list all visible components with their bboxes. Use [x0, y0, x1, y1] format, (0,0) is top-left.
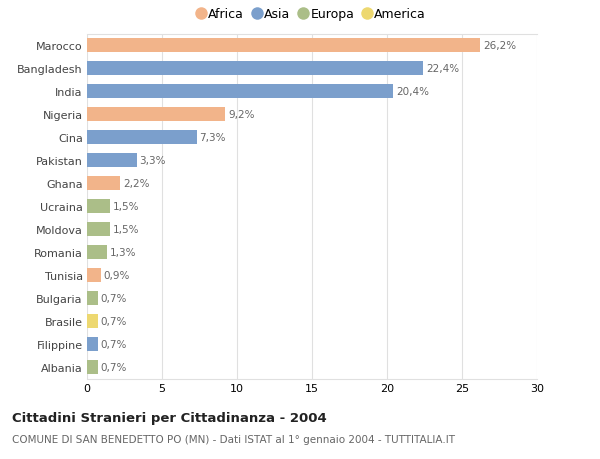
- Legend: Africa, Asia, Europa, America: Africa, Asia, Europa, America: [198, 8, 426, 21]
- Bar: [87, 62, 423, 76]
- Bar: [87, 360, 97, 374]
- Text: 1,3%: 1,3%: [110, 247, 136, 257]
- Text: 9,2%: 9,2%: [228, 110, 254, 120]
- Bar: [87, 39, 480, 53]
- Text: 0,9%: 0,9%: [104, 270, 130, 280]
- Text: COMUNE DI SAN BENEDETTO PO (MN) - Dati ISTAT al 1° gennaio 2004 - TUTTITALIA.IT: COMUNE DI SAN BENEDETTO PO (MN) - Dati I…: [12, 434, 455, 444]
- Text: 3,3%: 3,3%: [139, 156, 166, 166]
- Bar: [87, 314, 97, 328]
- Bar: [87, 223, 110, 236]
- Bar: [87, 337, 97, 351]
- Text: 0,7%: 0,7%: [101, 339, 127, 349]
- Bar: [87, 269, 101, 282]
- Text: Cittadini Stranieri per Cittadinanza - 2004: Cittadini Stranieri per Cittadinanza - 2…: [12, 411, 327, 424]
- Text: 20,4%: 20,4%: [396, 87, 429, 97]
- Text: 0,7%: 0,7%: [101, 362, 127, 372]
- Bar: [87, 177, 120, 190]
- Bar: [87, 154, 137, 168]
- Text: 7,3%: 7,3%: [199, 133, 226, 143]
- Text: 2,2%: 2,2%: [123, 179, 149, 189]
- Bar: [87, 108, 225, 122]
- Text: 1,5%: 1,5%: [113, 224, 139, 235]
- Bar: [87, 200, 110, 213]
- Text: 26,2%: 26,2%: [483, 41, 516, 51]
- Text: 0,7%: 0,7%: [101, 316, 127, 326]
- Bar: [87, 85, 393, 99]
- Text: 1,5%: 1,5%: [113, 202, 139, 212]
- Text: 22,4%: 22,4%: [426, 64, 459, 74]
- Text: 0,7%: 0,7%: [101, 293, 127, 303]
- Bar: [87, 131, 197, 145]
- Bar: [87, 246, 107, 259]
- Bar: [87, 291, 97, 305]
